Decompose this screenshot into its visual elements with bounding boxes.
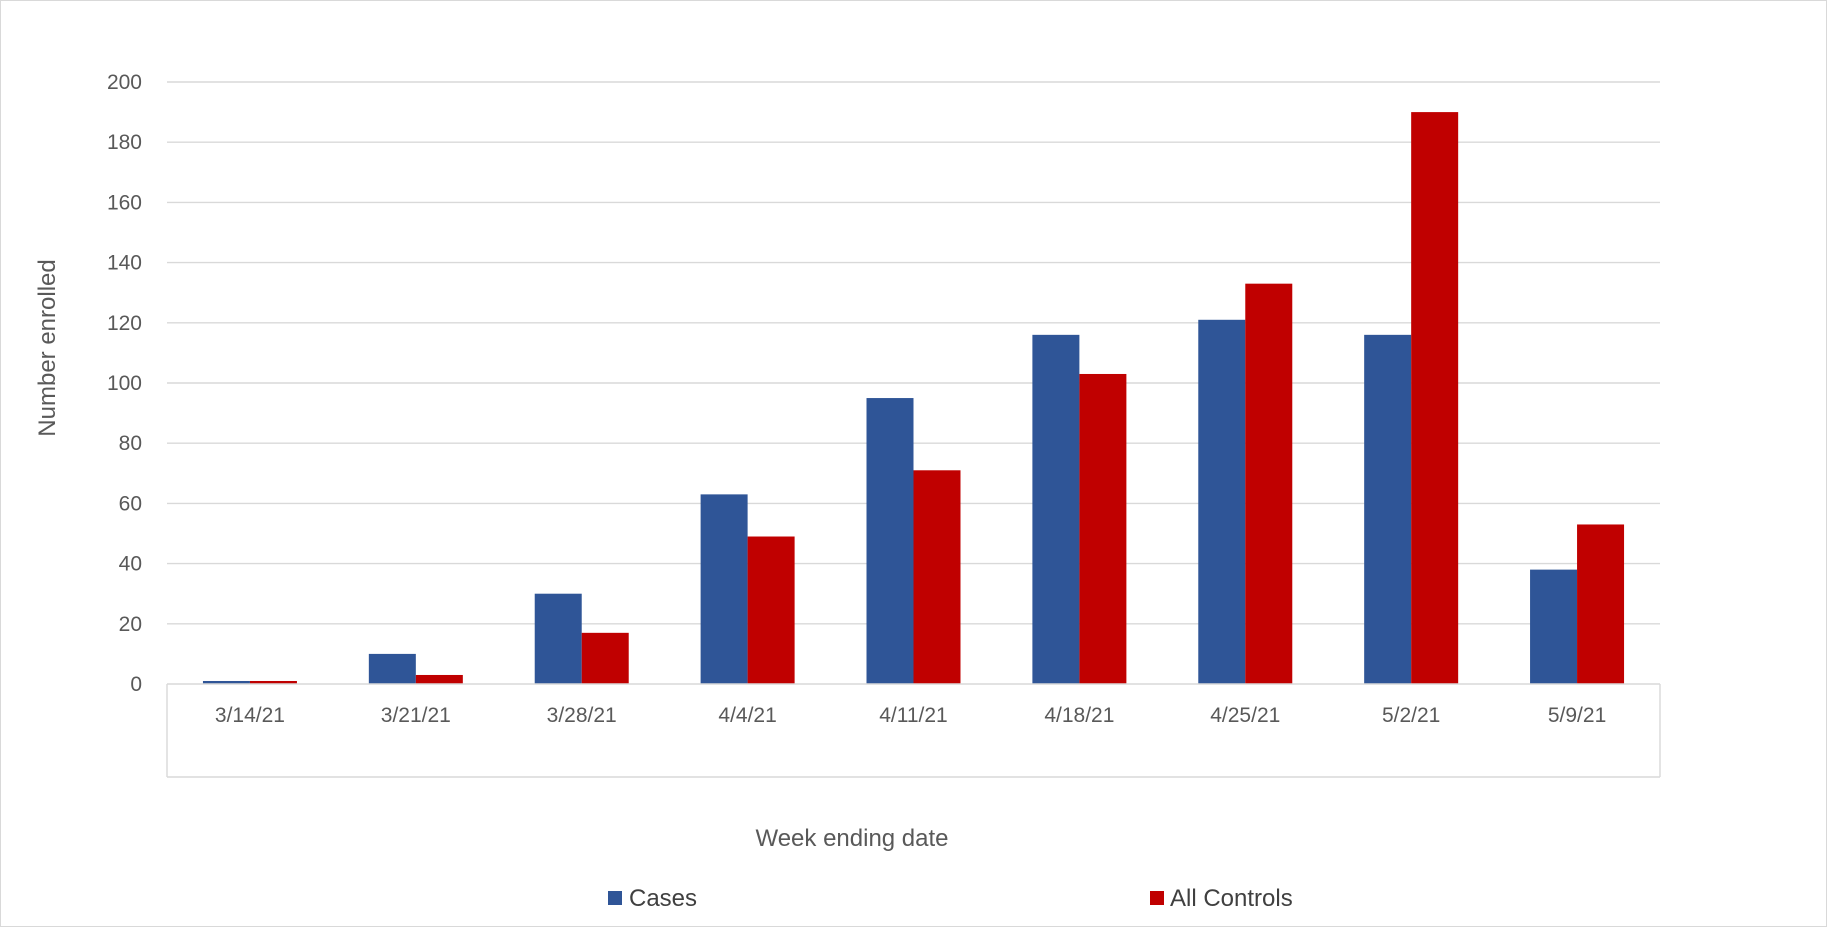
bar-all-controls-3-21-21 [415, 674, 463, 684]
y-tick-label: 160 [107, 191, 142, 214]
bar-cases-4-25-21 [1198, 319, 1246, 684]
bar-all-controls-4-4-21 [747, 536, 795, 684]
y-tick-label: 180 [107, 131, 142, 154]
x-tick-label: 5/9/21 [1548, 704, 1606, 727]
bar-cases-3-14-21 [202, 680, 250, 684]
bar-all-controls-3-28-21 [581, 632, 629, 684]
legend-swatch-cases [608, 891, 622, 905]
y-tick-label: 120 [107, 312, 142, 335]
x-tick-label: 4/18/21 [1044, 704, 1114, 727]
legend: Cases All Controls [608, 885, 1293, 912]
x-tick-label: 4/4/21 [718, 704, 776, 727]
y-tick-label: 20 [119, 613, 142, 636]
y-tick-label: 80 [119, 432, 142, 455]
legend-label-cases: Cases [629, 885, 697, 912]
y-tick-label: 140 [107, 252, 142, 275]
x-tick-label: 3/28/21 [547, 704, 617, 727]
bar-all-controls-4-18-21 [1079, 373, 1127, 684]
y-tick-label: 60 [119, 492, 142, 515]
bars [202, 112, 1625, 685]
legend-label-all-controls: All Controls [1170, 885, 1293, 912]
bar-cases-4-4-21 [700, 494, 748, 684]
x-tick-label: 3/14/21 [215, 704, 285, 727]
y-tick-label: 0 [130, 673, 142, 696]
axis-lines [166, 683, 1661, 778]
x-tick-label: 4/11/21 [879, 704, 948, 727]
x-axis-title: Week ending date [755, 825, 948, 852]
y-tick-label: 200 [107, 71, 142, 94]
bar-all-controls-4-25-21 [1245, 283, 1293, 684]
y-tick-label: 100 [107, 372, 142, 395]
x-tick-label: 3/21/21 [381, 704, 451, 727]
y-tick-label: 40 [119, 553, 142, 576]
bar-all-controls-5-9-21 [1577, 524, 1625, 684]
legend-swatch-all-controls [1150, 891, 1164, 905]
bar-cases-4-11-21 [866, 398, 914, 684]
x-tick-label: 5/2/21 [1382, 704, 1440, 727]
y-axis-title: Number enrolled [34, 259, 61, 436]
gridlines [167, 81, 1660, 625]
bar-all-controls-3-14-21 [249, 680, 297, 684]
y-tick-labels: 0 20 40 60 80 100 120 140 160 180 200 [107, 71, 142, 696]
x-tick-labels: 3/14/21 3/21/21 3/28/21 4/4/21 4/11/21 4/18/2… [215, 704, 1606, 727]
bar-cases-3-28-21 [534, 593, 582, 684]
bar-cases-4-18-21 [1032, 334, 1080, 684]
bar-cases-3-21-21 [368, 653, 416, 684]
bar-cases-5-2-21 [1364, 334, 1412, 684]
bar-all-controls-5-2-21 [1411, 112, 1459, 685]
x-tick-label: 4/25/21 [1210, 704, 1280, 727]
bar-cases-5-9-21 [1530, 569, 1578, 684]
bar-all-controls-4-11-21 [913, 470, 961, 684]
